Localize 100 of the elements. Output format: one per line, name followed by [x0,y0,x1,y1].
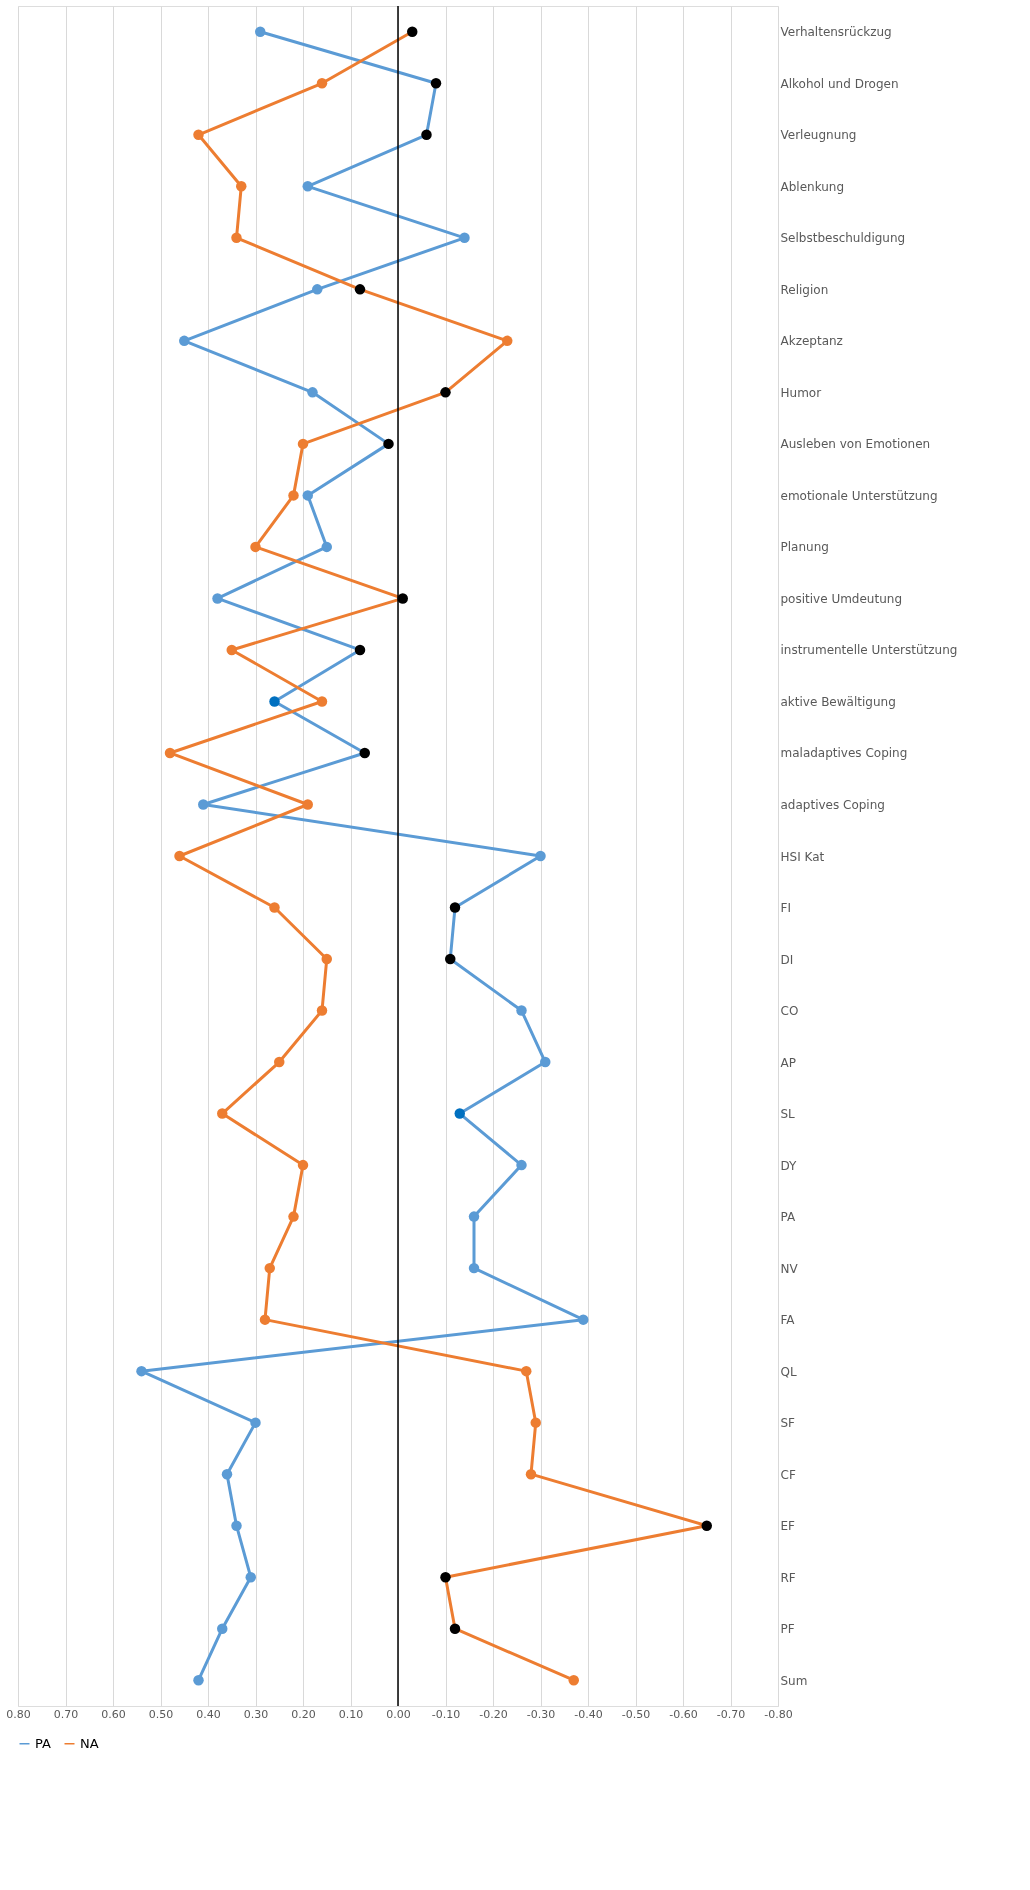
point [179,335,190,347]
y-tick-label: emotionale Unterstützung [780,488,938,503]
y-tick-label: DY [780,1158,798,1173]
point [316,696,328,707]
point [459,232,470,244]
y-tick-label: aktive Bewältigung [780,694,896,709]
y-tick-label: Ausleben von Emotionen [780,437,931,452]
y-tick-label: FA [780,1313,796,1328]
y-tick-label: Planung [780,540,829,555]
y-tick-label: HSI Kat [780,849,825,864]
point [440,1571,451,1583]
point [321,953,332,965]
point [540,1056,551,1068]
point [449,902,461,913]
point [193,129,204,141]
y-tick-label: Akzeptanz [780,334,843,349]
point [217,1108,228,1119]
point [354,284,366,295]
point [354,644,366,656]
point [421,129,432,141]
y-tick-label: Verleugnung [780,128,857,143]
y-tick-label: NV [780,1261,799,1276]
point [516,1159,527,1171]
point [502,335,513,347]
point [407,26,418,37]
y-tick-label: Humor [780,385,822,400]
point [530,1417,541,1428]
y-tick-label: adaptives Coping [780,797,885,812]
x-tick-label: -0.80 [764,1707,793,1721]
point [226,644,237,656]
y-tick-label: DI [780,952,794,967]
point [521,1365,532,1377]
x-tick-label: 0.80 [6,1707,31,1721]
y-tick-label: PF [780,1622,795,1637]
y-tick-label: Sum [780,1673,808,1688]
x-tick-label: 0.70 [53,1707,79,1721]
point [302,181,313,192]
point [245,1571,256,1583]
point [468,1262,480,1274]
point [449,1623,461,1634]
point [316,1005,328,1016]
point [535,850,546,862]
point [250,1417,261,1428]
point [269,902,280,913]
y-tick-label: Alkohol und Drogen [780,76,899,91]
y-tick-label: positive Umdeutung [780,591,902,606]
point [164,747,176,759]
x-tick-label: 0.30 [243,1707,269,1721]
point [288,1211,299,1222]
legend-label: NA [80,1735,99,1751]
y-tick-label: CF [780,1467,796,1482]
point [701,1520,712,1531]
point [288,490,299,501]
point [269,696,280,707]
point [312,284,323,295]
point [302,799,313,810]
point [525,1468,537,1480]
x-tick-label: 0.00 [386,1707,411,1721]
y-tick-label: SF [780,1416,796,1431]
point [445,953,456,965]
point [264,1262,275,1274]
point [198,799,209,810]
point [274,1056,285,1068]
point [316,78,328,89]
x-tick-label: -0.70 [716,1707,746,1721]
y-tick-label: QL [780,1364,797,1379]
point [231,1520,242,1531]
point [321,541,332,553]
legend-label: PA [35,1735,52,1751]
point [259,1314,271,1325]
y-tick-label: SL [780,1107,796,1122]
point [212,593,223,604]
y-tick-label: maladaptives Coping [780,746,908,761]
point [302,490,313,501]
x-tick-label: 0.40 [196,1707,221,1721]
point [297,1159,309,1171]
x-tick-label: 0.20 [291,1707,316,1721]
y-tick-label: Verhaltensrückzug [780,25,892,40]
point [359,747,370,759]
point [307,387,318,398]
x-tick-label: -0.40 [574,1707,603,1721]
x-tick-label: 0.50 [148,1707,174,1721]
point [578,1314,589,1325]
x-tick-label: 0.10 [338,1707,364,1721]
x-tick-label: -0.10 [431,1707,461,1721]
point [255,26,266,37]
point [297,438,309,450]
point [454,1108,465,1119]
point [430,78,442,89]
point [221,1468,233,1480]
point [217,1623,228,1634]
point [516,1005,527,1016]
y-tick-label: instrumentelle Unterstützung [780,643,958,658]
y-tick-label: CO [780,1004,799,1019]
point [231,232,242,244]
x-tick-label: -0.30 [526,1707,556,1721]
x-tick-label: -0.50 [621,1707,651,1721]
y-tick-label: PA [780,1210,796,1225]
point [468,1211,480,1222]
x-tick-label: -0.60 [669,1707,698,1721]
